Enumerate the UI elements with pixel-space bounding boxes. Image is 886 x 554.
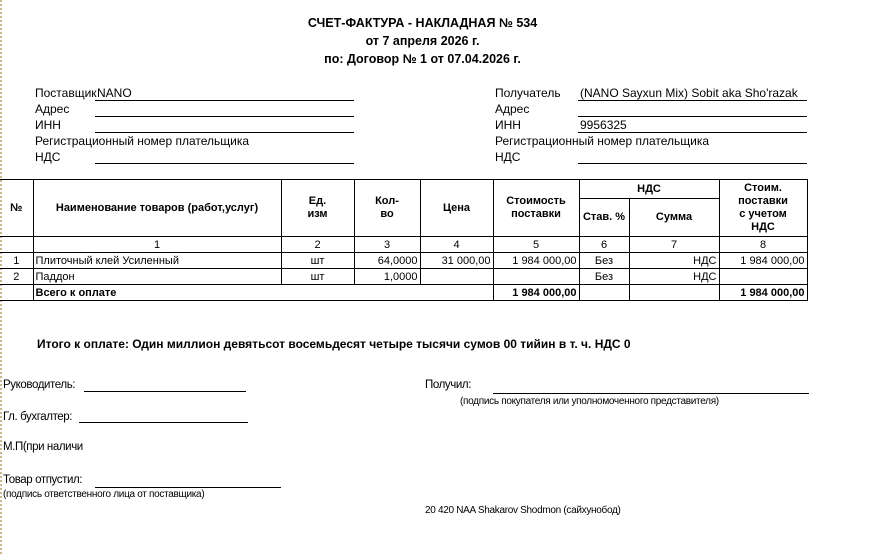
- col-unit: Ед. изм: [280, 179, 355, 237]
- col-cost: Стоимость поставки: [492, 179, 580, 237]
- row-total: 1 984 000,00: [718, 252, 808, 269]
- received-note: (подпись покупателя или уполномоченного …: [460, 396, 719, 407]
- row-price: [419, 268, 494, 285]
- supplier-inn-label: ИНН: [35, 118, 61, 132]
- amount-in-words: Итого к оплате: Один миллион девятьсот в…: [37, 337, 631, 351]
- row-price: 31 000,00: [419, 252, 494, 269]
- col-price: Цена: [419, 179, 494, 237]
- row-no: 1: [0, 252, 34, 269]
- items-table: № Наименование товаров (работ,услуг) Ед.…: [0, 179, 808, 301]
- row-vat-sum: НДС: [628, 252, 720, 269]
- row-qty: 1,0000: [353, 268, 421, 285]
- total-row: Всего к оплате 1 984 000,00 1 984 000,00: [0, 284, 808, 301]
- col-number: 4: [419, 236, 494, 253]
- total-cost: 1 984 000,00: [492, 284, 580, 301]
- invoice-date: от 7 апреля 2026 г.: [365, 34, 480, 48]
- row-vat-sum: НДС: [628, 268, 720, 285]
- stamp-label: М.П(при наличи: [3, 441, 83, 453]
- supplier-nds-label: НДС: [35, 150, 61, 164]
- col-vat-rate: Став. %: [578, 198, 630, 237]
- supplier-inn-line: [95, 132, 354, 133]
- recipient-inn-label: ИНН: [495, 118, 521, 132]
- received-signature-line: [493, 393, 809, 394]
- row-name: Паддон: [32, 268, 282, 285]
- invoice-contract: по: Договор № 1 от 07.04.2026 г.: [324, 52, 521, 66]
- col-number: 2: [280, 236, 355, 253]
- col-vat: НДС: [578, 179, 720, 199]
- total-label: Всего к оплате: [32, 284, 493, 301]
- row-vat-rate: Без: [578, 252, 630, 269]
- footer-note: 20 420 NAA Shakarov Shodmon (сайхунобод): [425, 505, 621, 516]
- row-unit: шт: [280, 268, 355, 285]
- row-vat-rate: Без: [578, 268, 630, 285]
- row-cost: 1 984 000,00: [492, 252, 580, 269]
- supplier-address-label: Адрес: [35, 102, 70, 116]
- table-row: 1 Плиточный клей Усиленный шт 64,0000 31…: [0, 252, 808, 269]
- recipient-address-line: [578, 116, 807, 117]
- col-name: Наименование товаров (работ,услуг): [32, 179, 282, 237]
- row-cost: [492, 268, 580, 285]
- supplier-line: [95, 100, 354, 101]
- col-no: №: [0, 179, 33, 237]
- supplier-value: NANO: [97, 86, 132, 100]
- row-name: Плиточный клей Усиленный: [32, 252, 282, 269]
- supplier-address-line: [95, 116, 354, 117]
- recipient-value: (NANO Sayxun Mix) Sobit aka Sho'razak: [580, 86, 798, 100]
- row-no: 2: [0, 268, 34, 285]
- col-vat-sum: Сумма: [628, 198, 720, 237]
- col-qty: Кол-во: [353, 179, 421, 237]
- recipient-inn-value: 9956325: [580, 118, 627, 132]
- released-label: Товар отпустил:: [3, 474, 83, 486]
- recipient-inn-line: [578, 132, 807, 133]
- row-unit: шт: [280, 252, 355, 269]
- released-note: (подпись ответственного лица от поставщи…: [3, 489, 205, 500]
- recipient-address-label: Адрес: [495, 102, 530, 116]
- accountant-signature-line: [79, 422, 248, 423]
- table-row: 2 Паддон шт 1,0000 Без НДС: [0, 268, 808, 285]
- director-label: Руководитель:: [3, 379, 76, 391]
- recipient-reg-label: Регистрационный номер плательщика: [495, 134, 710, 148]
- col-number: 6: [578, 236, 630, 253]
- recipient-nds-line: [578, 163, 807, 164]
- supplier-label: Поставщик: [35, 86, 97, 100]
- released-signature-line: [95, 487, 281, 488]
- row-total: [718, 268, 808, 285]
- col-total: Стоим. поставки с учетом НДС: [718, 179, 808, 237]
- col-number: 8: [718, 236, 808, 253]
- director-signature-line: [84, 391, 246, 392]
- col-number: 5: [492, 236, 580, 253]
- col-number: 7: [628, 236, 720, 253]
- recipient-label: Получатель: [495, 86, 561, 100]
- recipient-nds-label: НДС: [495, 150, 521, 164]
- supplier-reg-label: Регистрационный номер плательщика: [35, 134, 250, 148]
- recipient-line: [578, 100, 807, 101]
- total-with-vat: 1 984 000,00: [718, 284, 808, 301]
- accountant-label: Гл. бухгалтер:: [3, 411, 73, 423]
- col-number: 1: [32, 236, 282, 253]
- supplier-nds-line: [95, 163, 354, 164]
- invoice-title: СЧЕТ-ФАКТУРА - НАКЛАДНАЯ № 534: [307, 16, 538, 30]
- received-label: Получил:: [425, 379, 471, 391]
- row-qty: 64,0000: [353, 252, 421, 269]
- col-number: 3: [353, 236, 421, 253]
